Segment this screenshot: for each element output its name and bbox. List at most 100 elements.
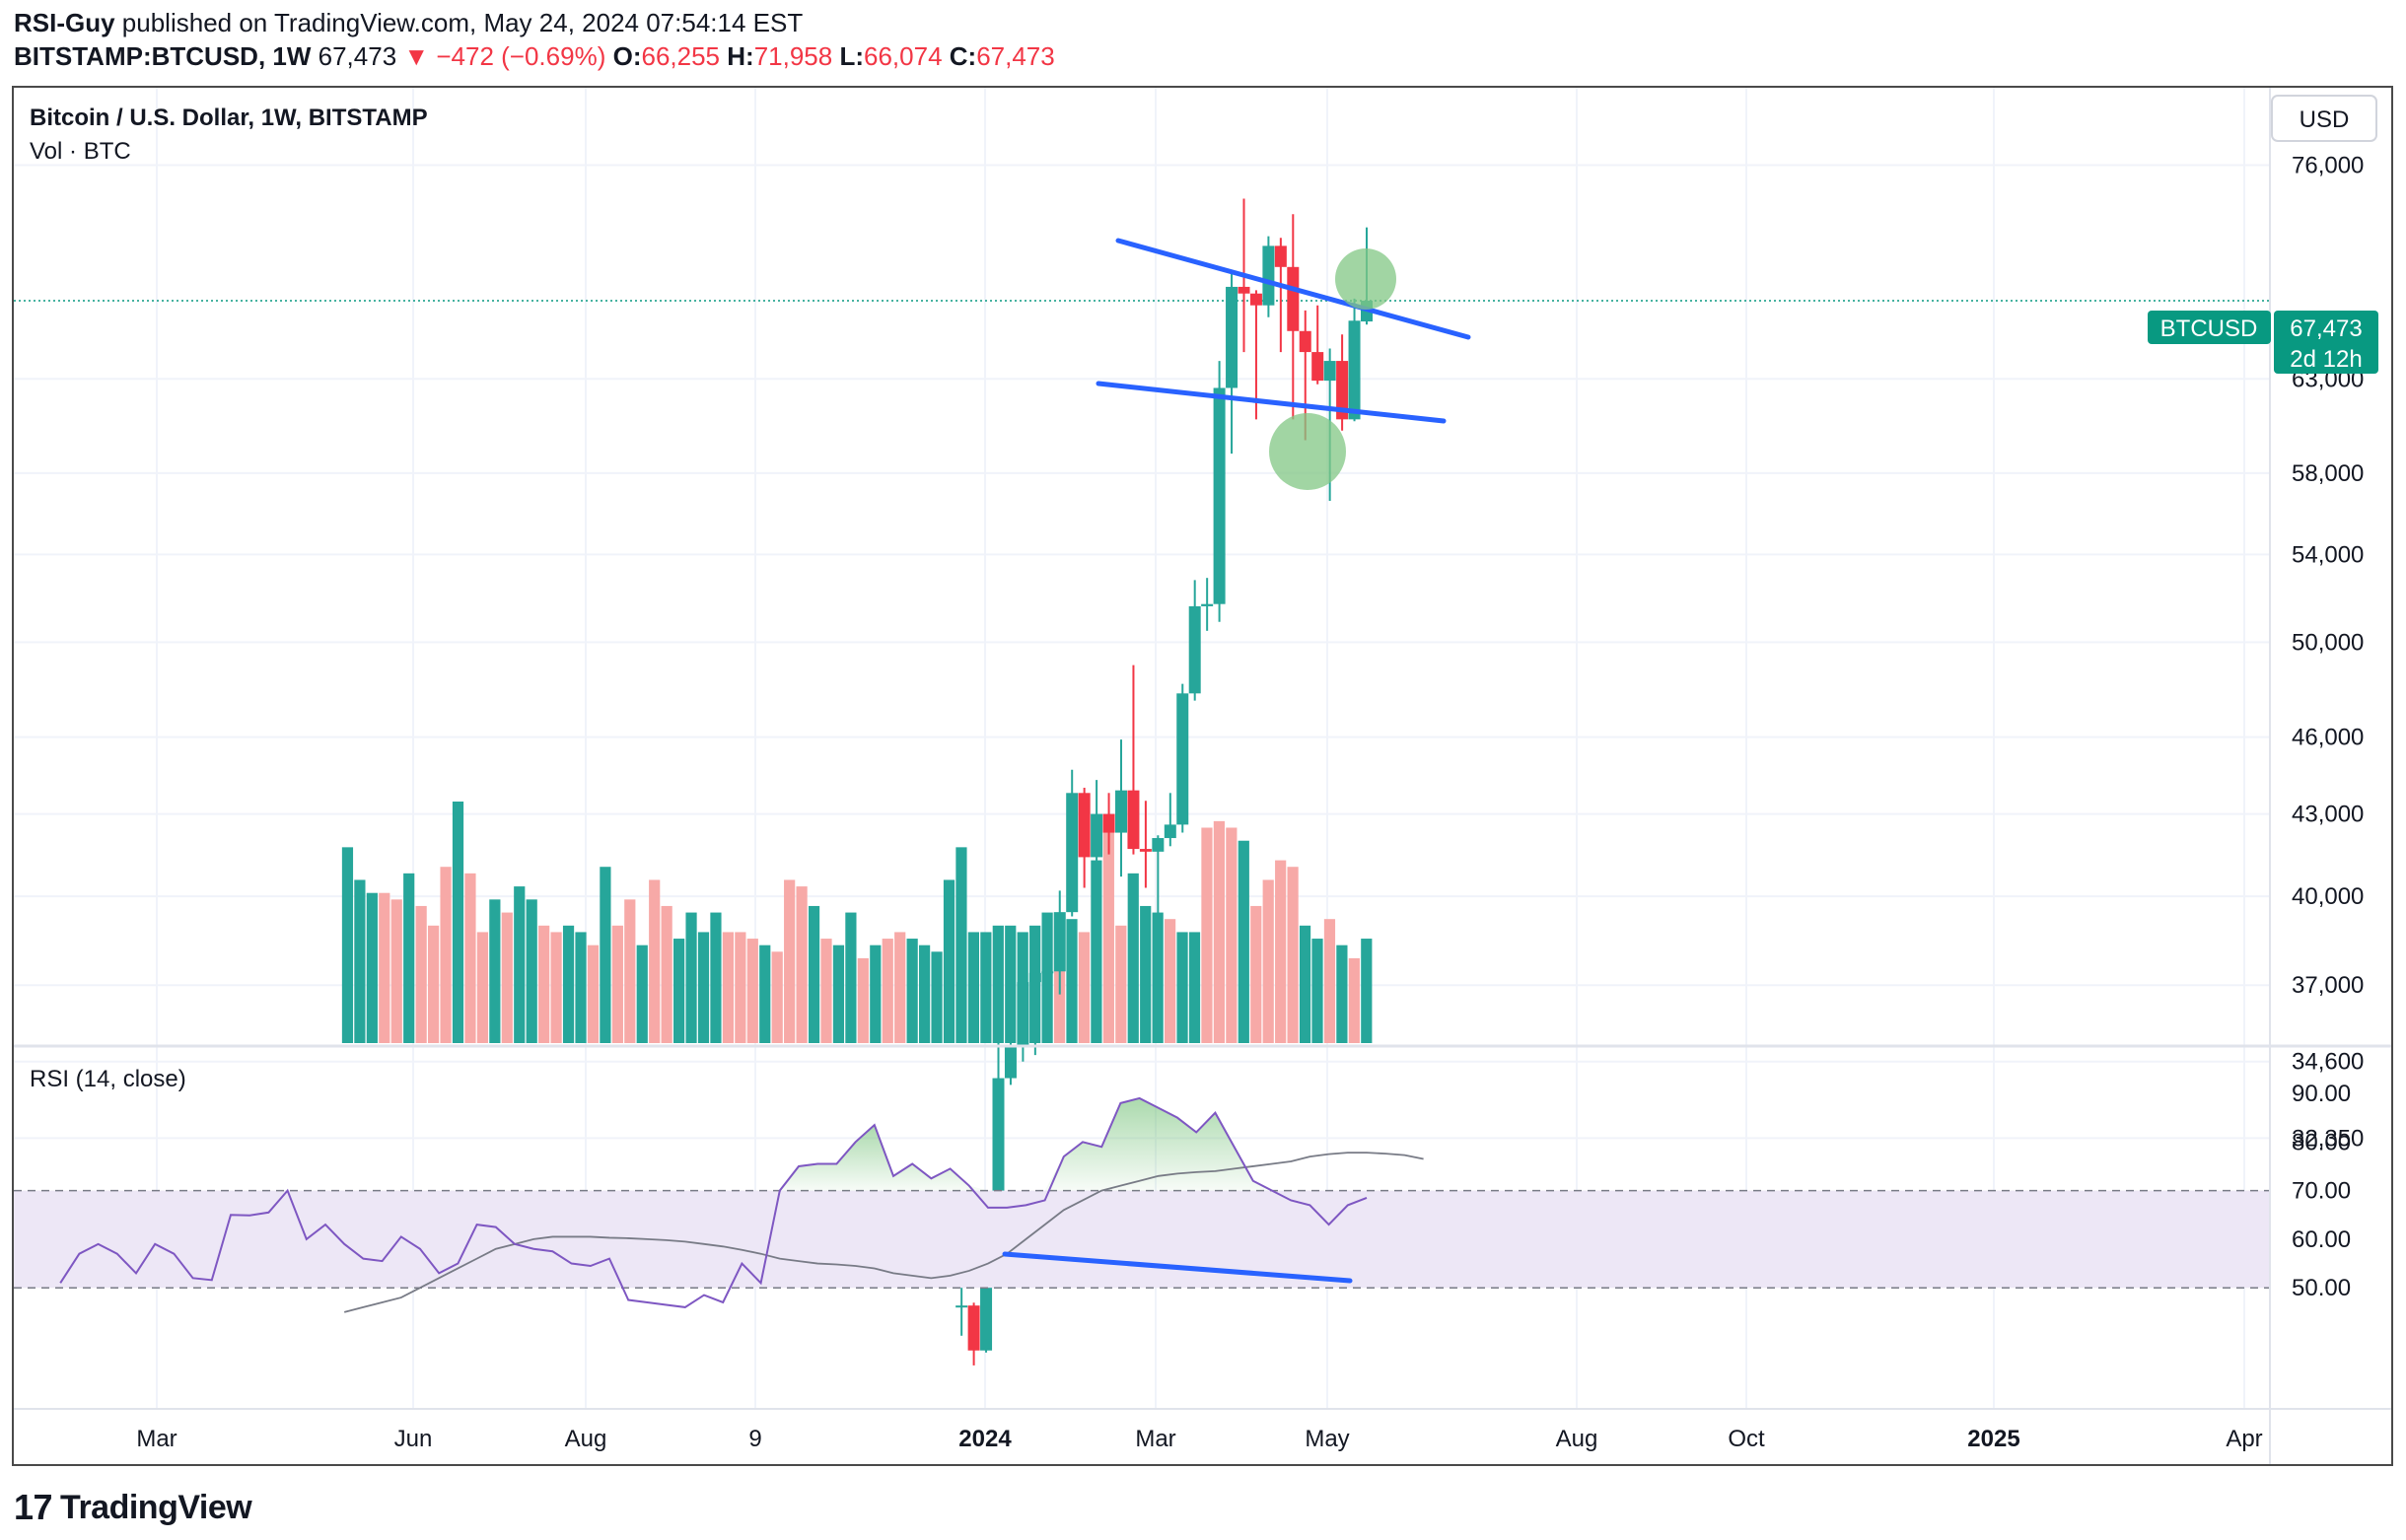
rsi-tick-label: 50.00 <box>2292 1275 2351 1301</box>
volume-bar <box>415 905 427 1043</box>
volume-bar <box>808 905 820 1043</box>
candle-body <box>1091 813 1103 858</box>
rsi-tick-label: 90.00 <box>2292 1081 2351 1107</box>
lower-trendline <box>1096 381 1447 424</box>
volume-bar <box>562 925 575 1043</box>
volume-bar <box>428 925 440 1043</box>
published-text: published on TradingView.com, May 24, 20… <box>114 8 804 37</box>
rsi-divergence-line <box>1002 1251 1353 1284</box>
x-tick-label: Mar <box>136 1426 177 1452</box>
volume-bar <box>1250 905 1262 1043</box>
candle-body <box>1348 320 1361 420</box>
volume-bar <box>403 873 415 1043</box>
volume-bar <box>784 879 796 1043</box>
volume-bar <box>354 879 366 1043</box>
candle-body <box>1066 793 1079 913</box>
volume-bar <box>980 932 992 1043</box>
volume-bar <box>882 939 893 1043</box>
candle-body <box>1176 693 1189 825</box>
chart-frame[interactable]: Mar Jun Aug 9 2024 Mar May Aug Oct 2025 Apr 76,000 6… <box>12 86 2393 1466</box>
breakout-circle <box>1335 248 1396 310</box>
y-tick-label: 58,000 <box>2292 460 2364 487</box>
currency-button[interactable]: USD <box>2271 95 2377 142</box>
volume-bar <box>1361 939 1373 1043</box>
symbol-label: BITSTAMP:BTCUSD, 1W <box>14 41 312 71</box>
legend-volume: Vol · BTC <box>30 138 131 165</box>
rsi-band <box>14 1190 2270 1289</box>
open-label: O: <box>612 41 642 71</box>
low-value: 66,074 <box>864 41 943 71</box>
candle-body <box>1139 849 1152 852</box>
volume-bar <box>673 939 685 1043</box>
candle-body <box>1287 266 1300 331</box>
volume-bar <box>476 932 488 1043</box>
volume-bar <box>489 899 501 1043</box>
x-tick-label: Oct <box>1728 1426 1765 1452</box>
candle-body <box>1226 286 1238 388</box>
y-tick-label: 43,000 <box>2292 802 2364 828</box>
volume-bar <box>759 945 771 1043</box>
volume-bar <box>919 945 931 1043</box>
x-tick-label: Aug <box>565 1426 607 1452</box>
volume-bar <box>1091 860 1102 1043</box>
price-change: ▼ −472 (−0.69%) <box>403 41 606 71</box>
volume-bar <box>735 932 746 1043</box>
x-tick-label: 9 <box>748 1426 761 1452</box>
volume-bar <box>771 951 783 1043</box>
candle-body <box>1188 605 1201 694</box>
volume-bar <box>722 932 734 1043</box>
grid-lines <box>14 88 2270 1409</box>
volume-bar <box>955 847 967 1043</box>
price-tag-countdown: 2d 12h <box>2290 346 2362 373</box>
volume-bar <box>1336 945 1348 1043</box>
volume-bar <box>1287 867 1299 1043</box>
volume-bar <box>685 912 697 1043</box>
open-value: 66,255 <box>641 41 721 71</box>
volume-bar <box>857 957 869 1043</box>
high-label: H: <box>727 41 754 71</box>
volume-bar <box>550 932 562 1043</box>
price-chart[interactable]: Mar Jun Aug 9 2024 Mar May Aug Oct 2025 Apr 76,000 6… <box>14 88 2391 1464</box>
high-value: 71,958 <box>753 41 833 71</box>
price-tag-symbol: BTCUSD <box>2160 315 2258 342</box>
volume-bar <box>538 925 550 1043</box>
rsi-overbought-fill <box>779 1125 988 1191</box>
y-tick-label: 50,000 <box>2292 629 2364 656</box>
volume-bar <box>464 873 476 1043</box>
volume-bar <box>1188 932 1201 1043</box>
last-price: 67,473 <box>318 41 397 71</box>
candle-body <box>1127 790 1140 850</box>
volume-bar <box>514 886 526 1043</box>
candle-body <box>1053 912 1066 972</box>
volume-bar <box>1115 925 1127 1043</box>
rsi-overbought-fill <box>1044 1097 1272 1191</box>
rsi-line <box>59 1096 1368 1308</box>
price-tag-price: 67,473 <box>2290 315 2362 342</box>
candle-body <box>1336 361 1349 420</box>
legend-title: Bitcoin / U.S. Dollar, 1W, BITSTAMP <box>30 105 428 131</box>
volume-bar <box>587 945 600 1043</box>
volume-bar <box>1323 919 1336 1043</box>
tradingview-brand[interactable]: 17 TradingView <box>14 1487 252 1528</box>
x-tick-label: Aug <box>1556 1426 1598 1452</box>
y-tick-label: 54,000 <box>2292 541 2364 568</box>
ohlc-line: BITSTAMP:BTCUSD, 1W 67,473 ▼ −472 (−0.69… <box>14 41 1055 72</box>
volume-bar <box>1078 932 1091 1043</box>
volume-bar <box>379 892 390 1043</box>
volume-bar <box>366 892 378 1043</box>
x-tick-label: Apr <box>2226 1426 2262 1452</box>
volume-bar <box>1066 919 1078 1043</box>
volume-bar <box>943 879 955 1043</box>
brand-name: TradingView <box>60 1488 252 1526</box>
candle-body <box>1299 330 1311 353</box>
volume-bar <box>390 899 402 1043</box>
volume-bar <box>1275 860 1287 1043</box>
candle-body <box>1249 293 1262 306</box>
tradingview-logo-icon: 17 <box>14 1487 53 1527</box>
publisher-name: RSI-Guy <box>14 8 115 37</box>
volume-bar <box>611 925 623 1043</box>
volume-bar <box>661 905 672 1043</box>
candle-body <box>1262 245 1275 306</box>
candle-body <box>1102 813 1115 833</box>
candle-body <box>1078 793 1091 858</box>
